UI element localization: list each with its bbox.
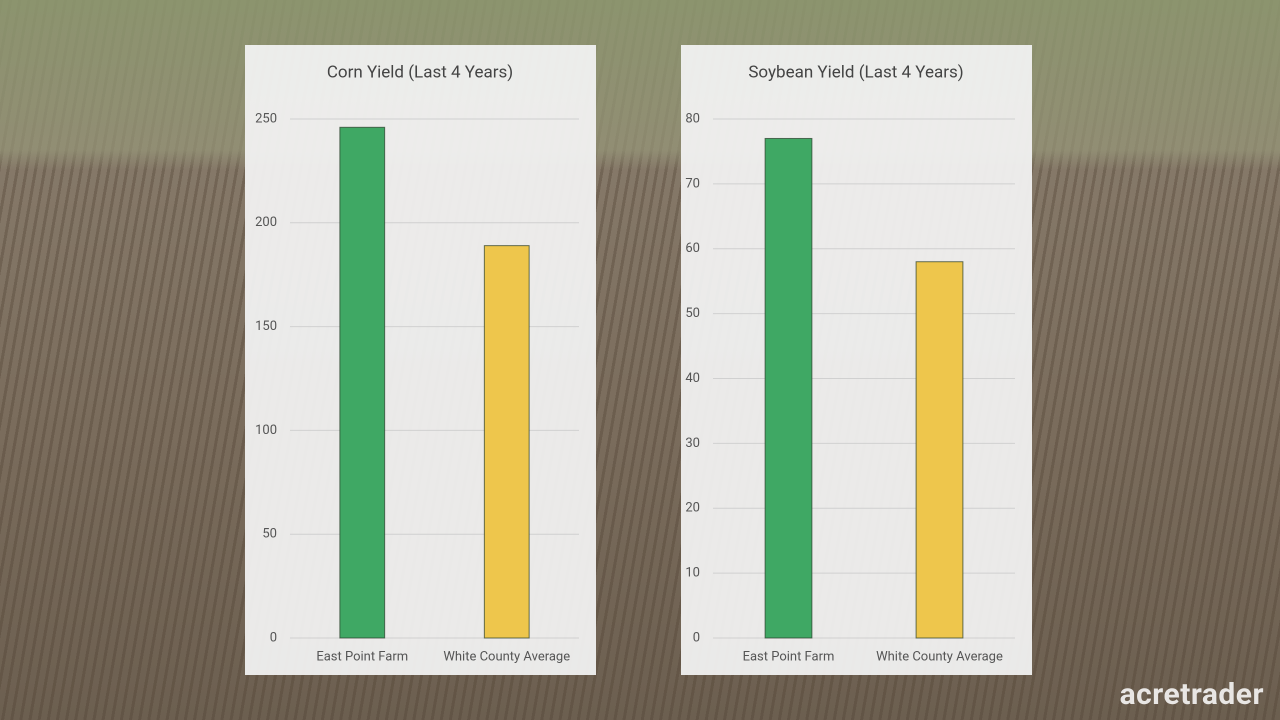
y-tick-label: 0 bbox=[270, 630, 277, 645]
x-tick-label: East Point Farm bbox=[743, 649, 835, 664]
chart: Corn Yield (Last 4 Years) 0 50 100 150 200 250… bbox=[255, 62, 579, 664]
y-tick-label: 40 bbox=[685, 371, 700, 386]
bar bbox=[915, 261, 964, 639]
y-tick-label: 200 bbox=[255, 215, 277, 230]
y-tick-label: 50 bbox=[262, 527, 277, 542]
y-tick-label: 100 bbox=[255, 423, 277, 438]
bar bbox=[339, 126, 386, 639]
y-tick-label: 80 bbox=[685, 111, 700, 126]
y-tick-label: 250 bbox=[255, 111, 277, 126]
y-tick-label: 150 bbox=[255, 319, 277, 334]
y-tick-label: 0 bbox=[693, 630, 700, 645]
bar bbox=[483, 245, 530, 639]
watermark: acretrader bbox=[1119, 677, 1264, 712]
chart-panel: Soybean Yield (Last 4 Years) 0 10 20 30 40 50 6… bbox=[681, 45, 1032, 675]
y-tick-label: 10 bbox=[685, 566, 700, 581]
x-tick-label: White County Average bbox=[876, 649, 1003, 664]
x-tick-label: East Point Farm bbox=[316, 649, 408, 664]
chart: Soybean Yield (Last 4 Years) 0 10 20 30 40 50 6… bbox=[685, 62, 1015, 664]
chart-title: Corn Yield (Last 4 Years) bbox=[327, 62, 513, 82]
x-tick-label: White County Average bbox=[443, 649, 570, 664]
y-tick-label: 50 bbox=[685, 306, 700, 321]
bar bbox=[764, 137, 813, 639]
y-tick-label: 30 bbox=[685, 436, 700, 451]
y-tick-label: 70 bbox=[685, 176, 700, 191]
chart-title: Soybean Yield (Last 4 Years) bbox=[748, 62, 963, 82]
y-tick-label: 20 bbox=[685, 501, 700, 516]
chart-panel: Corn Yield (Last 4 Years) 0 50 100 150 200 250… bbox=[245, 45, 596, 675]
y-tick-label: 60 bbox=[685, 241, 700, 256]
